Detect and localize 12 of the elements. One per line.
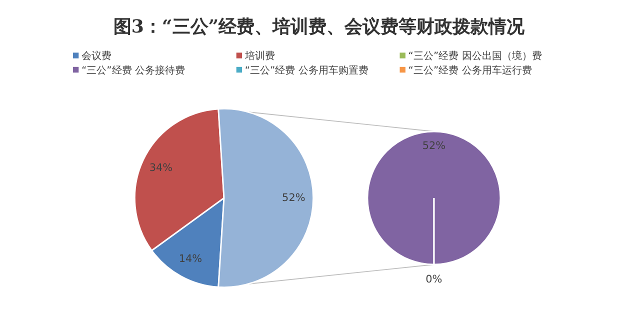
legend-label: 会议费 [82, 50, 112, 62]
legend-label: “三公”经费 公务用车购置费 [244, 64, 368, 76]
legend-label: “三公”经费 公务接待费 [82, 64, 185, 76]
data-label: 34% [149, 162, 173, 174]
legend-label: “三公”经费 因公出国（境）费 [408, 50, 542, 62]
legend-label: “三公”经费 公务用车运行费 [408, 64, 532, 76]
data-label: 52% [422, 140, 446, 152]
legend-label: 培训费 [244, 50, 275, 62]
data-label: 14% [178, 252, 202, 265]
data-label: 52% [282, 192, 306, 204]
text: 0% [426, 274, 442, 286]
chart-title: 图3：“三公”经费、培训费、会议费等财政拨款情况 [113, 16, 526, 38]
